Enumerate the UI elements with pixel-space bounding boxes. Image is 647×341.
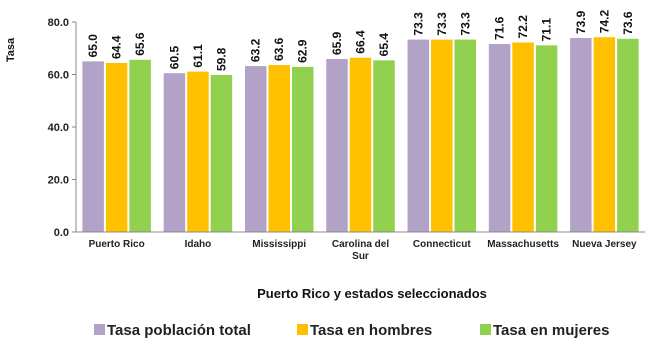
y-tick-label: 80.0	[48, 17, 69, 29]
y-tick-label: 20.0	[48, 175, 69, 187]
legend: Tasa población total Tasa en hombres Tasa …	[94, 322, 609, 339]
y-axis-title: Tasa	[5, 37, 17, 62]
legend-label: Tasa población total	[107, 322, 251, 339]
data-label: 66.4	[354, 30, 368, 54]
data-label: 71.1	[540, 18, 554, 42]
data-label: 63.2	[249, 38, 263, 62]
bar	[187, 71, 209, 232]
x-tick-label: Connecticut	[413, 239, 471, 250]
bar	[454, 39, 477, 233]
x-tick-label: Sur	[352, 251, 369, 262]
bar	[617, 38, 639, 232]
data-label: 63.6	[272, 37, 286, 61]
bar	[244, 66, 267, 232]
x-tick-label: Nueva Jersey	[572, 239, 637, 250]
legend-swatch	[480, 324, 491, 335]
legend-label: Tasa en mujeres	[493, 322, 609, 339]
data-label: 60.5	[167, 46, 181, 70]
legend-swatch	[297, 324, 308, 335]
bar	[82, 61, 104, 232]
y-tick-label: 40.0	[48, 122, 69, 134]
data-label: 73.3	[435, 12, 449, 36]
x-tick-label: Massachusetts	[487, 239, 559, 250]
bar	[291, 66, 314, 232]
data-label: 73.9	[574, 10, 588, 34]
y-axis: 0.0 20.0 40.0 60.0 80.0	[48, 17, 77, 239]
legend-swatch	[94, 324, 105, 335]
bars: 65.0 64.4 65.6 60.5 61.1 59.8 63.2 63.6 62.9 65.9…	[82, 10, 639, 233]
bar	[407, 39, 430, 233]
bar	[373, 60, 395, 233]
bar	[326, 59, 348, 233]
x-axis: Puerto Rico Idaho Mississippi Carolina delS…	[76, 231, 645, 262]
y-tick-label: 60.0	[48, 70, 69, 82]
bar	[163, 73, 186, 232]
x-tick-label: Idaho	[185, 239, 212, 250]
x-tick-label: Puerto Rico	[89, 239, 145, 250]
bar	[349, 57, 372, 233]
bar	[210, 75, 233, 233]
bar	[129, 59, 151, 232]
data-label: 73.3	[411, 12, 425, 36]
data-label: 72.2	[516, 15, 530, 39]
bar	[512, 42, 534, 232]
data-label: 65.4	[377, 33, 391, 57]
bar	[488, 44, 511, 232]
bar	[570, 38, 592, 233]
data-label: 74.2	[597, 10, 611, 34]
data-label: 71.6	[493, 16, 507, 40]
bar	[268, 65, 290, 232]
bar	[593, 37, 616, 232]
bar	[535, 45, 558, 232]
bar	[105, 62, 128, 233]
x-tick-label: Carolina del	[332, 239, 389, 250]
x-tick-label: Mississippi	[252, 239, 306, 250]
bar	[431, 39, 453, 233]
y-tick-label: 0.0	[54, 227, 69, 239]
data-label: 65.0	[86, 34, 100, 58]
data-label: 65.6	[133, 32, 147, 56]
x-axis-title: Puerto Rico y estados seleccionados	[257, 286, 487, 301]
data-label: 62.9	[296, 39, 310, 63]
data-label: 65.9	[330, 31, 344, 55]
legend-label: Tasa en hombres	[310, 322, 432, 339]
data-label: 61.1	[191, 44, 205, 68]
data-label: 59.8	[214, 47, 228, 71]
data-label: 73.3	[458, 12, 472, 36]
data-label: 64.4	[110, 35, 124, 59]
data-label: 73.6	[621, 11, 635, 35]
